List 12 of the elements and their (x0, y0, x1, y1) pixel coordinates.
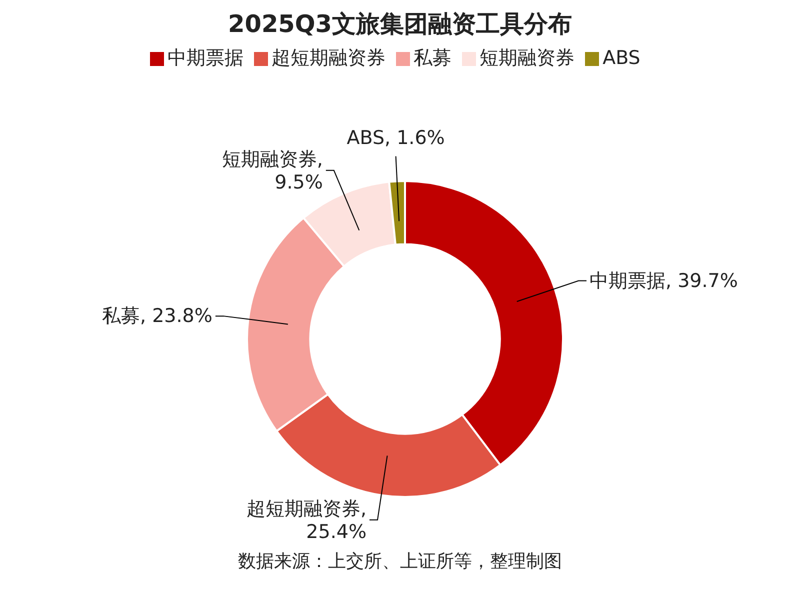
legend-label: ABS (602, 47, 640, 69)
chart-title: 2025Q3文旅集团融资工具分布 (227, 9, 573, 40)
data-label: 私募, 23.8% (102, 305, 212, 328)
legend-label: 超短期融资券 (272, 47, 386, 69)
data-label: 中期票据, 39.7% (590, 270, 738, 292)
legend-label: 短期融资券 (480, 47, 575, 69)
data-label: 超短期融资券, 25.4% (246, 498, 367, 543)
data-label: 短期融资券, 9.5% (222, 148, 323, 194)
legend-label: 私募 (414, 47, 452, 69)
legend-label: 中期票据 (168, 47, 244, 69)
data-label: ABS, 1.6% (346, 127, 445, 150)
source-note: 数据来源：上交所、上证所等，整理制图 (237, 550, 563, 573)
